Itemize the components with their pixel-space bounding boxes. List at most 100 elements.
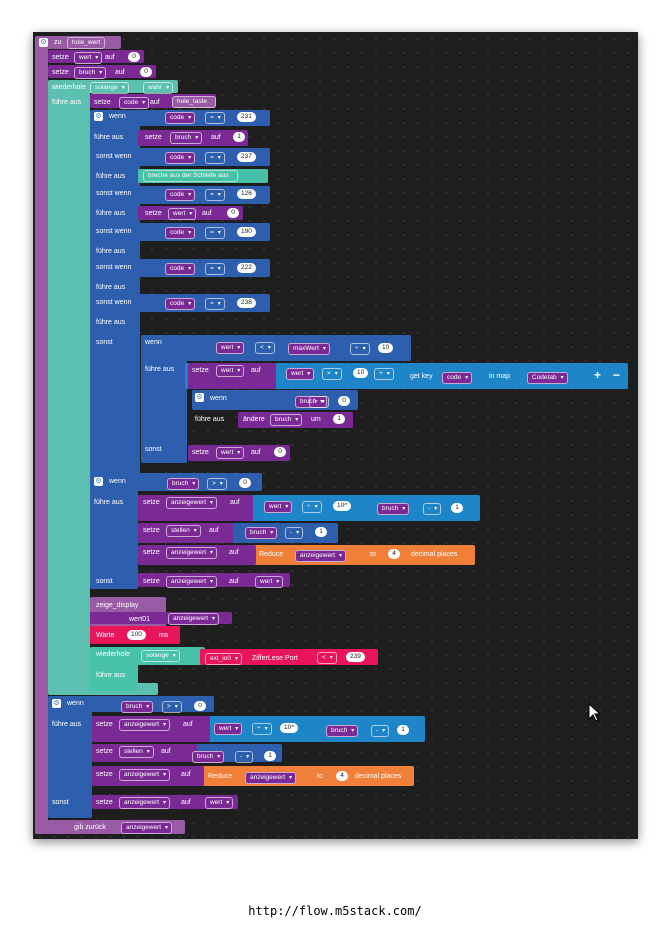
break-out-dropdown[interactable]: breche aus der Schleife aus [143, 170, 238, 182]
var-wert[interactable]: wert [216, 342, 244, 354]
mode-dropdown[interactable]: solange [141, 650, 180, 662]
var-code[interactable]: code [165, 189, 195, 201]
number-field[interactable]: 4 [388, 549, 400, 559]
number-field[interactable]: 10 [353, 368, 368, 378]
number-field[interactable]: 10^ [280, 723, 298, 733]
var-anzeigewert[interactable]: anzeigewert [168, 613, 219, 625]
op-div[interactable]: ÷ [350, 343, 370, 355]
number-field[interactable]: 190 [237, 227, 256, 237]
var-anzeigewert[interactable]: anzeigewert [245, 772, 296, 784]
var-wert[interactable]: wert [216, 447, 244, 459]
number-field[interactable]: 1 [397, 725, 409, 735]
op-minus[interactable]: - [423, 503, 441, 515]
number-field[interactable]: 126 [237, 189, 256, 199]
var-code[interactable]: code [165, 298, 195, 310]
var-bruch[interactable]: bruch [192, 751, 224, 763]
number-field[interactable]: 100 [127, 630, 146, 640]
op-eq[interactable]: = [205, 298, 225, 310]
number-field[interactable]: 0 [274, 447, 286, 457]
var-anzeigewert[interactable]: anzeigewert [166, 497, 217, 509]
op-gt[interactable]: > [207, 478, 227, 490]
return-var[interactable]: anzeigewert [121, 822, 172, 834]
var-wert[interactable]: wert [205, 797, 233, 809]
number-field[interactable]: 10 [378, 343, 393, 353]
if-gear-icon[interactable]: ⚙ [94, 477, 103, 486]
var-wert[interactable]: wert [216, 365, 244, 377]
number-field[interactable]: 222 [237, 263, 256, 273]
var-code[interactable]: code [165, 112, 195, 124]
number-field[interactable]: 1 [333, 414, 345, 424]
op-eq[interactable]: = [205, 112, 225, 124]
number-field[interactable]: 1 [264, 751, 276, 761]
port-ext-io0[interactable]: ext_io0 [205, 653, 242, 665]
var-bruch[interactable]: bruch [245, 527, 277, 539]
number-field[interactable]: 1 [451, 503, 463, 513]
op-eq[interactable]: = [205, 263, 225, 275]
mode-dropdown[interactable]: solange [90, 82, 129, 94]
var-anzeigewert[interactable]: anzeigewert [119, 719, 170, 731]
number-field[interactable]: 0 [338, 396, 350, 406]
bool-dropdown[interactable]: wahr [143, 82, 173, 94]
var-code[interactable]: code [119, 97, 149, 109]
call-hole-taste[interactable]: hole_taste [172, 96, 216, 108]
number-field[interactable]: 231 [237, 112, 256, 122]
op-gt[interactable]: > [309, 396, 329, 408]
op-lt[interactable]: < [317, 652, 337, 664]
var-wert[interactable]: wert [214, 723, 242, 735]
var-bruch[interactable]: bruch [74, 67, 106, 79]
op-minus[interactable]: - [235, 751, 253, 763]
var-Codetab[interactable]: Codetab [527, 372, 568, 384]
remove-input-icon[interactable]: − [613, 369, 620, 381]
var-bruch[interactable]: bruch [121, 701, 153, 713]
number-field[interactable]: 0 [194, 701, 206, 711]
function-name-field[interactable]: hole_wert [67, 37, 105, 49]
var-anzeigewert[interactable]: anzeigewert [295, 550, 346, 562]
op-minus[interactable]: - [285, 527, 303, 539]
number-field[interactable]: 1 [315, 527, 327, 537]
add-input-icon[interactable]: + [594, 369, 601, 381]
op-minus[interactable]: - [371, 725, 389, 737]
footer-url[interactable]: http://flow.m5stack.com/ [0, 904, 670, 918]
if-gear-icon[interactable]: ⚙ [195, 393, 204, 402]
number-field[interactable]: 0 [227, 208, 239, 218]
number-field[interactable]: 0 [128, 52, 140, 62]
blockly-workspace[interactable]: ⚙zuhole_wertsetzewertauf0setzebruchauf0w… [33, 32, 638, 839]
op-eq[interactable]: = [205, 189, 225, 201]
var-code[interactable]: code [165, 227, 195, 239]
number-field[interactable]: 239 [346, 652, 365, 662]
var-code[interactable]: code [165, 263, 195, 275]
number-field[interactable]: 0 [140, 67, 152, 77]
var-bruch[interactable]: bruch [167, 478, 199, 490]
number-field[interactable]: 4 [336, 771, 348, 781]
op-eq[interactable]: = [205, 152, 225, 164]
if-gear-icon[interactable]: ⚙ [52, 699, 61, 708]
number-field[interactable]: 238 [237, 298, 256, 308]
var-anzeigewert[interactable]: anzeigewert [166, 576, 217, 588]
op-div[interactable]: ÷ [252, 723, 272, 735]
var-wert[interactable]: wert [74, 52, 102, 64]
var-bruch[interactable]: bruch [326, 725, 358, 737]
op-gt[interactable]: > [162, 701, 182, 713]
var-anzeigewert[interactable]: anzeigewert [119, 797, 170, 809]
var-wert[interactable]: wert [264, 501, 292, 513]
var-maxWert[interactable]: maxWert [288, 343, 330, 355]
var-stellen[interactable]: stellen [119, 746, 154, 758]
var-bruch[interactable]: bruch [270, 414, 302, 426]
var-bruch[interactable]: bruch [170, 132, 202, 144]
op-eq[interactable]: = [205, 227, 225, 239]
number-field[interactable]: 10^ [333, 501, 351, 511]
var-anzeigewert[interactable]: anzeigewert [119, 769, 170, 781]
var-code[interactable]: code [165, 152, 195, 164]
var-bruch[interactable]: bruch [377, 503, 409, 515]
number-field[interactable]: 237 [237, 152, 256, 162]
var-wert[interactable]: wert [255, 576, 283, 588]
var-anzeigewert[interactable]: anzeigewert [166, 547, 217, 559]
number-field[interactable]: 0 [239, 478, 251, 488]
if-gear-icon[interactable]: ⚙ [94, 112, 103, 121]
settings-gear-icon[interactable]: ⚙ [39, 38, 48, 47]
number-field[interactable]: 1 [233, 132, 245, 142]
var-wert[interactable]: wert [168, 208, 196, 220]
op-lt[interactable]: < [255, 342, 275, 354]
var-stellen[interactable]: stellen [166, 525, 201, 537]
op-plus[interactable]: + [374, 368, 394, 380]
